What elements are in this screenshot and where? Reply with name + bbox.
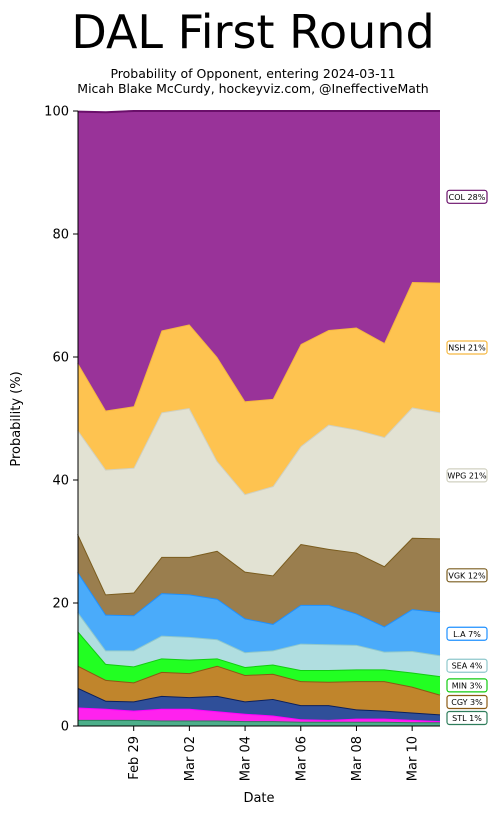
subtitle-line-2: Micah Blake McCurdy, hockeyviz.com, @Ine… — [77, 81, 429, 96]
legend-badge — [446, 658, 488, 673]
legend-label: CGY 3% — [451, 698, 483, 707]
area-col — [78, 111, 440, 411]
legend-item-cgy: CGY 3% — [446, 694, 488, 710]
area-min — [78, 631, 440, 695]
x-axis-label: Date — [243, 791, 274, 806]
chart-title: DAL First Round — [71, 5, 435, 59]
legend-label: COL 28% — [449, 193, 486, 202]
area-nsh — [78, 281, 440, 495]
area-l.a — [78, 572, 440, 656]
legend-label: MIN 3% — [452, 681, 483, 690]
y-tick-label: 100 — [44, 105, 69, 120]
area-stl-blue — [78, 687, 440, 722]
legend-item-l.a: L.A 7% — [446, 626, 488, 641]
y-tick-label: 60 — [52, 351, 69, 366]
x-tick-label: Mar 06 — [294, 736, 309, 781]
y-tick-label: 40 — [52, 474, 69, 489]
area-wpg — [78, 407, 440, 595]
y-axis-label: Probability (%) — [9, 371, 24, 466]
legend-badge — [446, 694, 488, 710]
legend-badge — [446, 710, 488, 726]
legend-label: SEA 4% — [452, 662, 483, 671]
area-layers — [77, 110, 441, 726]
x-tick-label: Mar 08 — [350, 736, 365, 781]
legend-item-vgk: VGK 12% — [446, 568, 488, 583]
legend-badge — [446, 626, 488, 641]
subtitle-line-1: Probability of Opponent, entering 2024-0… — [110, 66, 396, 81]
legend-label: WPG 21% — [447, 471, 487, 480]
legend-label: VGK 12% — [448, 571, 486, 580]
x-tick-label: Mar 10 — [406, 736, 421, 781]
chart-subtitle: Probability of Opponent, entering 2024-0… — [0, 66, 496, 96]
x-tick-label: Mar 02 — [183, 736, 198, 781]
y-tick-label: 80 — [52, 228, 69, 243]
legend-item-wpg: WPG 21% — [446, 468, 488, 483]
legend-item-nsh: NSH 21% — [446, 340, 488, 355]
x-tick-label: Feb 29 — [127, 736, 142, 780]
legend-badge — [446, 468, 488, 483]
legend-label: L.A 7% — [453, 630, 481, 639]
legend-badge — [446, 568, 488, 583]
y-tick-label: 20 — [52, 597, 69, 612]
legend-item-stl: STL 1% — [446, 710, 488, 726]
axes: 0 20 40 60 80 100 Feb 29 Mar 02 Mar 04 Mar 06 Mar … — [44, 105, 440, 781]
legend-item-col: COL 28% — [446, 189, 488, 204]
x-tick-label: Mar 04 — [239, 736, 254, 781]
area-sea — [78, 612, 440, 677]
legend-item-sea: SEA 4% — [446, 658, 488, 673]
legend-label: NSH 21% — [448, 343, 486, 352]
legend: STL 1% CGY 3% MIN 3% SEA 4% L.A 7% VGK 12% WPG… — [446, 189, 488, 726]
legend-item-min: MIN 3% — [446, 678, 488, 693]
y-tick-label: 0 — [61, 720, 69, 735]
legend-badge — [446, 678, 488, 693]
area-cgy — [78, 665, 440, 715]
legend-badge — [446, 340, 488, 355]
legend-badge — [446, 189, 488, 204]
legend-label: STL 1% — [452, 714, 482, 723]
line-col — [77, 110, 440, 114]
